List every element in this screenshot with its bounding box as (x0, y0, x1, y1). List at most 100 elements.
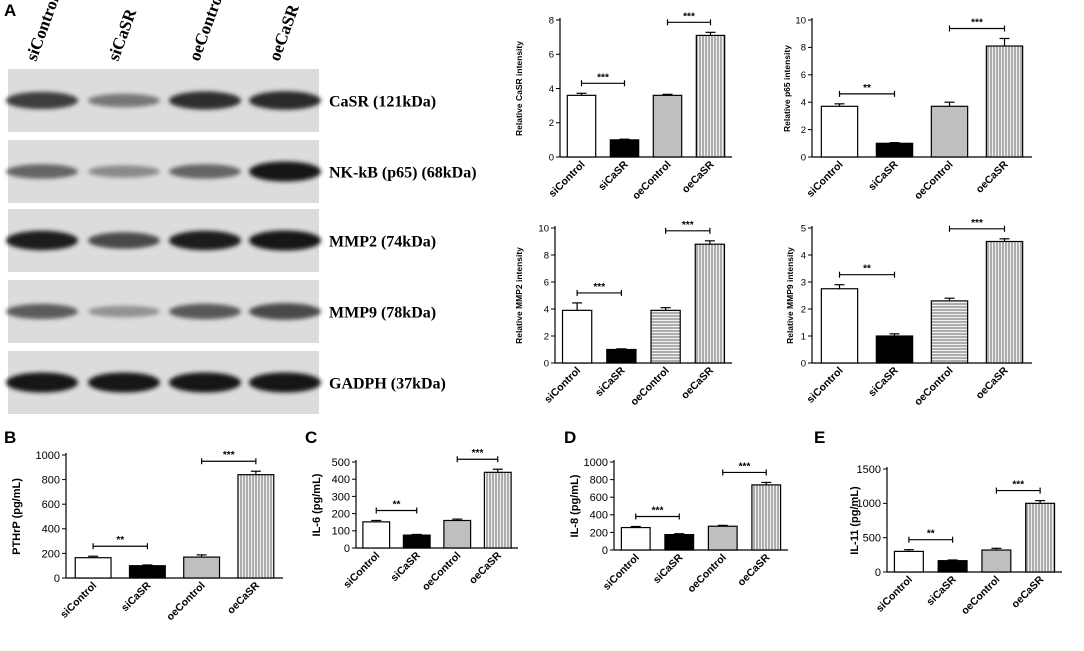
y-tick-label: 400 (42, 524, 60, 536)
chart-pthrp: 0 200 400 600 800 1000 PTHrP (pg/mL) siControl s… (11, 450, 283, 623)
category-label: oeControl (628, 365, 672, 409)
category-label: siCaSR (119, 579, 154, 614)
blot-band (6, 91, 78, 110)
sig-label: *** (223, 450, 235, 461)
category-label: siCaSR (866, 364, 901, 399)
blot-band (249, 230, 321, 251)
category-label: siControl (601, 552, 642, 593)
category-label: oeCaSR (1009, 573, 1046, 610)
y-axis-label: Relative MMP2 intensity (514, 247, 524, 344)
sig-label: ** (393, 499, 401, 510)
panel-letter-b: B (4, 428, 16, 447)
y-tick-label: 3 (801, 277, 806, 288)
sig-label: ** (116, 535, 124, 546)
blot-lane-label: oeCaSR (265, 1, 303, 63)
category-label: siControl (58, 580, 99, 621)
bar (930, 105, 969, 158)
category-label: oeControl (959, 574, 1003, 618)
y-tick-label: 6 (801, 70, 806, 81)
y-tick-label: 600 (42, 499, 60, 511)
bar (362, 521, 391, 549)
bar (664, 533, 695, 551)
bar (707, 525, 738, 551)
y-tick-label: 4 (549, 84, 554, 95)
category-label: oeControl (630, 159, 674, 203)
bar (875, 142, 914, 158)
sig-label: *** (682, 220, 694, 231)
bar (751, 484, 782, 551)
y-tick-label: 0 (549, 152, 554, 163)
bar (443, 519, 472, 549)
sig-label: ** (927, 529, 935, 540)
category-label: siControl (341, 550, 382, 591)
blot-band (169, 372, 241, 393)
blot-row-label: NK-kB (p65) (68kDa) (329, 165, 477, 182)
category-label: siCaSR (596, 158, 631, 193)
y-tick-label: 10 (795, 15, 806, 26)
y-axis-label: IL-6 (pg/mL) (311, 473, 323, 536)
chart-il11: 0 500 1000 1500 IL-11 (pg/mL) siControl siCaSR… (849, 464, 1062, 617)
y-axis-label: IL-11 (pg/mL) (849, 486, 861, 555)
blot-band (88, 232, 160, 249)
bar (985, 240, 1024, 364)
blot-band (88, 305, 160, 318)
bar (128, 565, 166, 579)
bar (893, 550, 924, 573)
blot-row-label: CaSR (121kDa) (329, 94, 436, 111)
bar (237, 474, 275, 579)
blot-band (249, 303, 321, 320)
y-tick-label: 10 (538, 223, 549, 234)
y-axis-label: Relative p65 intensity (782, 45, 792, 132)
y-tick-label: 5 (801, 223, 806, 234)
bar (875, 335, 914, 364)
bar (1025, 502, 1056, 573)
bar (566, 94, 597, 158)
y-tick-label: 600 (590, 492, 608, 504)
category-label: oeControl (420, 550, 464, 594)
chart-p65-intensity: 0 2 4 6 8 10 Relative p65 intensity siControl si… (782, 15, 1032, 202)
blot-lane-label: oeControl (185, 0, 228, 63)
y-tick-label: 0 (544, 358, 549, 369)
category-label: oeCaSR (974, 158, 1011, 195)
category-label: oeCaSR (974, 364, 1011, 401)
y-tick-label: 0 (801, 152, 806, 163)
y-tick-label: 8 (801, 43, 806, 54)
category-label: siCaSR (593, 364, 628, 399)
category-label: oeCaSR (467, 549, 504, 586)
blot-band (6, 372, 78, 393)
y-tick-label: 400 (332, 474, 350, 486)
bar (930, 300, 969, 364)
y-tick-label: 200 (332, 508, 350, 520)
western-blot: siControl siCaSR oeControl oeCaSR CaSR (121k… (6, 0, 477, 414)
bar (561, 309, 593, 364)
y-tick-label: 100 (332, 526, 350, 538)
blot-band (169, 230, 241, 251)
sig-label: ** (863, 83, 871, 94)
y-axis-label: Relative MMP9 intensity (785, 247, 795, 344)
chart-mmp9-intensity: 0 1 2 3 4 5 Relative MMP9 intensity siControl si… (785, 218, 1032, 408)
sig-label: *** (593, 282, 605, 293)
bar (606, 348, 637, 364)
y-tick-label: 2 (549, 118, 554, 129)
category-label: siControl (805, 159, 846, 200)
y-tick-label: 2 (801, 304, 806, 315)
bar (937, 560, 968, 573)
y-tick-label: 300 (332, 491, 350, 503)
bar (483, 471, 512, 549)
bar (402, 534, 431, 549)
sig-label: *** (652, 506, 664, 517)
bar (820, 288, 859, 364)
y-tick-label: 1000 (584, 457, 608, 469)
y-tick-label: 500 (863, 533, 881, 545)
bar (695, 34, 726, 158)
panel-letter-c: C (305, 428, 317, 447)
blot-row-label: MMP2 (74kDa) (329, 234, 436, 251)
category-label: siCaSR (651, 551, 686, 586)
y-axis-label: Relative CaSR intensity (514, 41, 524, 136)
y-tick-label: 0 (344, 543, 350, 555)
y-tick-label: 1500 (857, 464, 881, 476)
y-tick-label: 6 (544, 277, 549, 288)
sig-label: ** (863, 264, 871, 275)
blot-band (6, 230, 78, 251)
